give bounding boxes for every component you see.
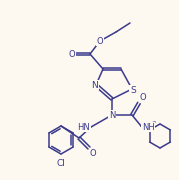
- Text: HN: HN: [77, 123, 90, 132]
- Text: S: S: [130, 86, 136, 94]
- Text: NH: NH: [142, 123, 155, 132]
- Text: O: O: [90, 149, 97, 158]
- Text: O: O: [97, 37, 103, 46]
- Text: N: N: [109, 111, 115, 120]
- Text: O: O: [140, 93, 147, 102]
- Text: N: N: [92, 80, 98, 89]
- Text: O: O: [68, 50, 75, 59]
- Text: Cl: Cl: [57, 159, 66, 168]
